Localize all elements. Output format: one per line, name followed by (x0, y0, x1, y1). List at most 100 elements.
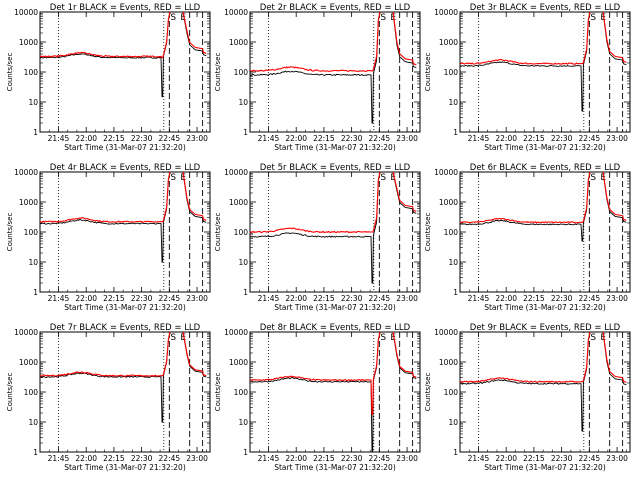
x-tick-label: 23:00 (606, 454, 628, 463)
panel-det-6: Det 6r BLACK = Events, RED = LLD 1 10 100 10… (424, 163, 631, 312)
y-tick-label: 1000 (439, 358, 458, 367)
y-tick-label: 100 (234, 228, 249, 237)
x-tick-label: 22:15 (103, 134, 125, 143)
y-tick-label: 1 (243, 128, 248, 137)
panel-det-3: Det 3r BLACK = Events, RED = LLD 1 10 100 10… (424, 3, 631, 152)
x-tick-label: 22:45 (579, 294, 601, 303)
x-tick-label: 22:15 (313, 134, 335, 143)
panel-det-8: Det 8r BLACK = Events, RED = LLD 1 10 100 10… (214, 323, 421, 472)
x-tick-label: 23:00 (396, 134, 418, 143)
y-tick-label: 10 (238, 418, 248, 427)
plot-frame (459, 11, 631, 133)
y-tick-label: 10000 (224, 168, 248, 177)
panel-det-4: Det 4r BLACK = Events, RED = LLD 1 10 100 10… (6, 163, 211, 312)
y-tick-label: 10000 (14, 168, 38, 177)
series-line-lld (40, 332, 207, 377)
x-tick-label: 23:00 (606, 294, 628, 303)
start-marker-label: S (590, 13, 596, 23)
y-tick-label: 10 (238, 258, 248, 267)
plot-frame (459, 331, 631, 453)
x-tick-label: 22:45 (369, 294, 391, 303)
x-tick-label: 22:15 (313, 454, 335, 463)
y-tick-label: 1000 (229, 358, 248, 367)
x-tick-label: 21:45 (468, 134, 490, 143)
y-axis-label: Counts/sec (6, 213, 14, 252)
series-line-lld (250, 172, 417, 234)
y-tick-label: 1 (33, 448, 38, 457)
y-tick-label: 100 (24, 68, 39, 77)
y-tick-label: 1000 (229, 38, 248, 47)
start-marker-label: S (590, 333, 596, 343)
series-line-lld (250, 12, 417, 72)
x-tick-label: 21:45 (48, 454, 70, 463)
x-tick-label: 22:30 (551, 134, 573, 143)
y-tick-label: 1 (33, 288, 38, 297)
panel-title: Det 7r BLACK = Events, RED = LLD (50, 323, 201, 333)
y-tick-label: 10000 (434, 168, 458, 177)
panel-det-7: Det 7r BLACK = Events, RED = LLD 1 10 100 10… (6, 323, 211, 472)
y-tick-label: 100 (24, 228, 39, 237)
x-tick-label: 22:45 (159, 294, 181, 303)
y-axis-label: Counts/sec (214, 213, 222, 252)
y-tick-label: 10 (448, 98, 458, 107)
x-tick-label: 22:00 (75, 294, 97, 303)
y-tick-label: 10000 (14, 8, 38, 17)
x-tick-label: 21:45 (258, 134, 280, 143)
y-tick-label: 10 (28, 418, 38, 427)
x-tick-label: 23:00 (396, 294, 418, 303)
x-axis-label: Start Time (31-Mar-07 21:32:20) (274, 463, 396, 472)
x-tick-label: 21:45 (258, 294, 280, 303)
plot-frame (249, 11, 421, 133)
y-axis-label: Counts/sec (424, 373, 432, 412)
x-axis-label: Start Time (31-Mar-07 21:32:20) (274, 303, 396, 312)
panel-title: Det 9r BLACK = Events, RED = LLD (470, 323, 621, 333)
plot-frame (39, 11, 211, 133)
series-line-lld (460, 172, 627, 224)
x-tick-label: 21:45 (48, 134, 70, 143)
x-tick-label: 22:15 (523, 454, 545, 463)
series-line-lld (40, 172, 207, 224)
y-axis-label: Counts/sec (214, 373, 222, 412)
x-tick-label: 22:30 (131, 134, 153, 143)
plot-frame (39, 171, 211, 293)
y-tick-label: 1 (33, 128, 38, 137)
x-tick-label: 23:00 (186, 454, 208, 463)
y-tick-label: 10000 (14, 328, 38, 337)
series-line-events (250, 172, 417, 284)
x-tick-label: 22:15 (523, 294, 545, 303)
end-marker-label: E (180, 333, 186, 343)
series-line-lld (460, 332, 627, 384)
y-tick-label: 100 (24, 388, 39, 397)
y-tick-label: 100 (444, 68, 459, 77)
x-tick-label: 22:30 (131, 294, 153, 303)
y-tick-label: 10 (448, 418, 458, 427)
x-axis-label: Start Time (31-Mar-07 21:32:20) (64, 463, 186, 472)
y-tick-label: 1000 (229, 198, 248, 207)
x-tick-label: 23:00 (396, 454, 418, 463)
panel-title: Det 6r BLACK = Events, RED = LLD (470, 163, 621, 173)
x-tick-label: 22:30 (551, 294, 573, 303)
y-tick-label: 10000 (224, 8, 248, 17)
x-tick-label: 22:15 (523, 134, 545, 143)
x-tick-label: 22:00 (495, 134, 517, 143)
y-tick-label: 1000 (439, 38, 458, 47)
start-marker-label: S (590, 173, 596, 183)
y-tick-label: 1000 (439, 198, 458, 207)
y-tick-label: 100 (234, 68, 249, 77)
x-tick-label: 22:00 (285, 134, 307, 143)
plot-frame (39, 331, 211, 453)
start-marker-label: S (380, 13, 386, 23)
y-tick-label: 10 (448, 258, 458, 267)
y-tick-label: 100 (444, 388, 459, 397)
y-tick-label: 100 (444, 228, 459, 237)
y-tick-label: 1 (453, 288, 458, 297)
series-line-lld (40, 12, 207, 59)
y-tick-label: 10 (28, 98, 38, 107)
x-axis-label: Start Time (31-Mar-07 21:32:20) (484, 303, 606, 312)
x-tick-label: 22:30 (551, 454, 573, 463)
start-marker-label: S (170, 333, 176, 343)
series-line-lld (460, 12, 627, 65)
x-tick-label: 22:45 (159, 134, 181, 143)
y-tick-label: 1 (243, 288, 248, 297)
